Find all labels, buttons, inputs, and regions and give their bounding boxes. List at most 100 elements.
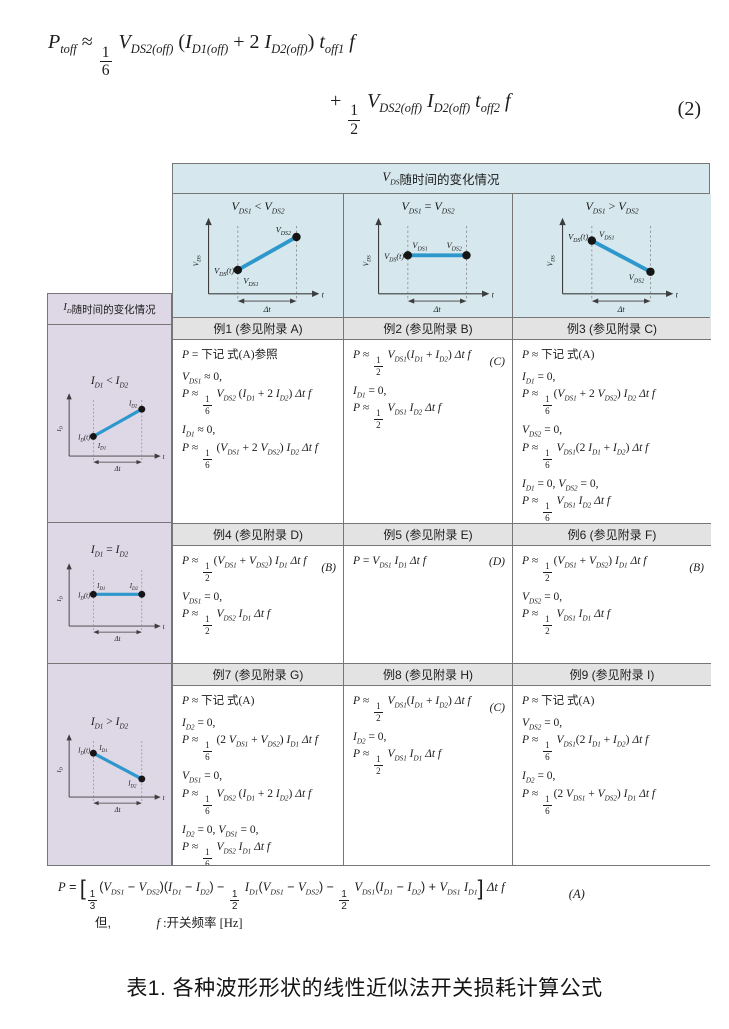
example-cell-title: 例1 (参见附录 A)	[173, 318, 343, 340]
svg-text:ID: ID	[56, 595, 63, 602]
example-cell-title: 例6 (参见附录 F)	[513, 524, 711, 546]
svg-text:ID1: ID1	[96, 583, 105, 592]
formula-line: P ≈ 1 6 (VDS1 + 2 VDS2) ID2 Δt f	[522, 388, 656, 417]
svg-text:VDS(t): VDS(t)	[384, 252, 404, 263]
vds-waveform-graph-flat: t VDS Δt VDS(t) VDS1 VDS2	[360, 215, 496, 314]
formula-line: ID2 = 0,	[353, 730, 387, 746]
svg-text:VDS2: VDS2	[629, 273, 644, 284]
example-cell-body: P ≈ 下记 式(A) ID1 = 0, P ≈ 1 6 (VDS1 + 2 VDS2)…	[513, 340, 711, 524]
formula-line: P ≈ 下记 式(A)	[182, 695, 255, 707]
vds-header-bar: VDS 随时间的变化情况	[172, 163, 710, 194]
vds-waveform-graph-fall: t VDS Δt VDS(t) VDS1 VDS2	[544, 215, 680, 314]
formula-line: VDS2 = 0,	[522, 590, 563, 606]
formula-line: ID2 = 0,	[522, 770, 556, 785]
svg-text:Δt: Δt	[433, 305, 442, 313]
svg-text:VDS2: VDS2	[447, 241, 462, 252]
svg-text:Δt: Δt	[113, 466, 121, 472]
example-cell-body: P = VDS1 ID1 Δt f (D)	[344, 546, 512, 582]
vds-column-headers: VDS1 < VDS2 t VDS Δt VDS(t) VDS1 VDS2 VDS1 = VD…	[172, 194, 711, 318]
id-row-title: ID1 = ID2	[90, 544, 129, 559]
vds-col-title: VDS1 = VDS2	[401, 199, 455, 216]
svg-text:t: t	[162, 454, 165, 461]
formula-line: ID1 = 0,	[353, 384, 387, 400]
example-cell-title: 例3 (参见附录 C)	[513, 318, 711, 340]
vds-col-title: VDS1 < VDS2	[231, 199, 285, 216]
vds-col-title: VDS1 > VDS2	[585, 199, 639, 216]
vds-col-header-2: VDS1 = VDS2 t VDS Δt VDS(t) VDS1 VDS2	[344, 194, 513, 317]
example-cell-3: 例3 (参见附录 C) P ≈ 下记 式(A) ID1 = 0, P ≈ 1 6 (VDS…	[513, 318, 711, 524]
svg-text:VDS: VDS	[545, 255, 556, 266]
example-cell-body: P ≈ 1 2 (VDS1 + VDS2) ID1 Δt f (B) VDS2 = 0,…	[513, 546, 711, 647]
note-prefix: 但,	[95, 916, 111, 930]
svg-text:ID(t): ID(t)	[77, 592, 91, 601]
svg-text:ID(t): ID(t)	[77, 748, 91, 757]
svg-text:Δt: Δt	[617, 305, 626, 313]
formula-line: ID1 = 0, VDS2 = 0,	[522, 477, 599, 493]
id-row-header-1: ID1 < ID2 t ID Δt ID(t) ID1 ID2	[47, 325, 172, 523]
id-row-title: ID1 > ID2	[90, 715, 129, 731]
formula-line: P ≈ 1 6 (2 VDS1 + VDS2) ID1 Δt f	[522, 787, 656, 816]
svg-text:ID2: ID2	[127, 781, 137, 790]
svg-text:ID2: ID2	[128, 583, 138, 592]
formula-line: ID1 = 0,	[522, 370, 556, 386]
id-waveform-graph-flat: t ID Δt ID(t) ID1 ID2	[54, 561, 166, 643]
id-waveform-graph-rise: t ID Δt ID(t) ID1 ID2	[54, 391, 166, 473]
vds-col-header-3: VDS1 > VDS2 t VDS Δt VDS(t) VDS1 VDS2	[513, 194, 711, 317]
svg-text:Δt: Δt	[113, 807, 121, 813]
example-cell-body: P ≈ 1 2 (VDS1 + VDS2) ID1 Δt f (B) VDS1 = 0,…	[173, 546, 343, 647]
formula-line: ID2 = 0,	[182, 716, 216, 732]
table-1: VDS 随时间的变化情况 VDS1 < VDS2 t VDS Δt VDS(t) VDS1 V…	[172, 163, 711, 866]
vds-waveform-graph-rise: t VDS Δt VDS(t) VDS1 VDS2	[190, 215, 326, 314]
svg-text:VDS1: VDS1	[412, 241, 427, 252]
example-cell-title: 例7 (参见附录 G)	[173, 664, 343, 686]
formula-line: VDS2 = 0,	[522, 424, 563, 439]
example-cell-title: 例2 (参见附录 B)	[344, 318, 512, 340]
id-header-bar: ID 随时间的变化情况	[47, 293, 172, 325]
formula-a-tag: (A)	[568, 886, 585, 901]
svg-text:Δt: Δt	[113, 636, 121, 642]
formula-line: P ≈ 1 2 (VDS1 + VDS2) ID1 Δt f (B)	[182, 555, 336, 583]
formula-line: P ≈ 下记 式(A)	[522, 349, 595, 361]
formula-line: P = VDS1 ID1 Δt f (D)	[353, 555, 505, 570]
svg-text:ID: ID	[56, 426, 63, 433]
id-row-header-3: ID1 > ID2 t ID Δt ID(t) ID1 ID2	[47, 664, 172, 866]
example-cell-title: 例8 (参见附录 H)	[344, 664, 512, 686]
svg-text:VDS2: VDS2	[276, 226, 291, 237]
svg-text:VDS(t): VDS(t)	[214, 267, 234, 278]
example-cell-title: 例5 (参见附录 E)	[344, 524, 512, 546]
formula-line: VDS2 = 0,	[522, 716, 563, 732]
example-cell-6: 例6 (参见附录 F) P ≈ 1 2 (VDS1 + VDS2) ID1 Δt f(…	[513, 524, 711, 664]
formula-line: P ≈ 下记 式(A)	[522, 695, 595, 707]
table-caption: 表1. 各种波形形状的线性近似法开关损耗计算公式	[126, 977, 603, 1000]
id-row-headers: ID 随时间的变化情况 ID1 < ID2 t ID Δt ID(t) ID1 ID2 ID1 …	[47, 293, 172, 866]
example-cell-5: 例5 (参见附录 E) P = VDS1 ID1 Δt f (D)	[344, 524, 513, 664]
svg-text:ID1: ID1	[98, 745, 107, 754]
formula-line: ID2 = 0, VDS1 = 0,	[182, 823, 259, 839]
svg-text:VDS1: VDS1	[243, 277, 258, 288]
svg-text:VDS: VDS	[361, 255, 372, 266]
svg-text:VDS1: VDS1	[599, 230, 614, 241]
